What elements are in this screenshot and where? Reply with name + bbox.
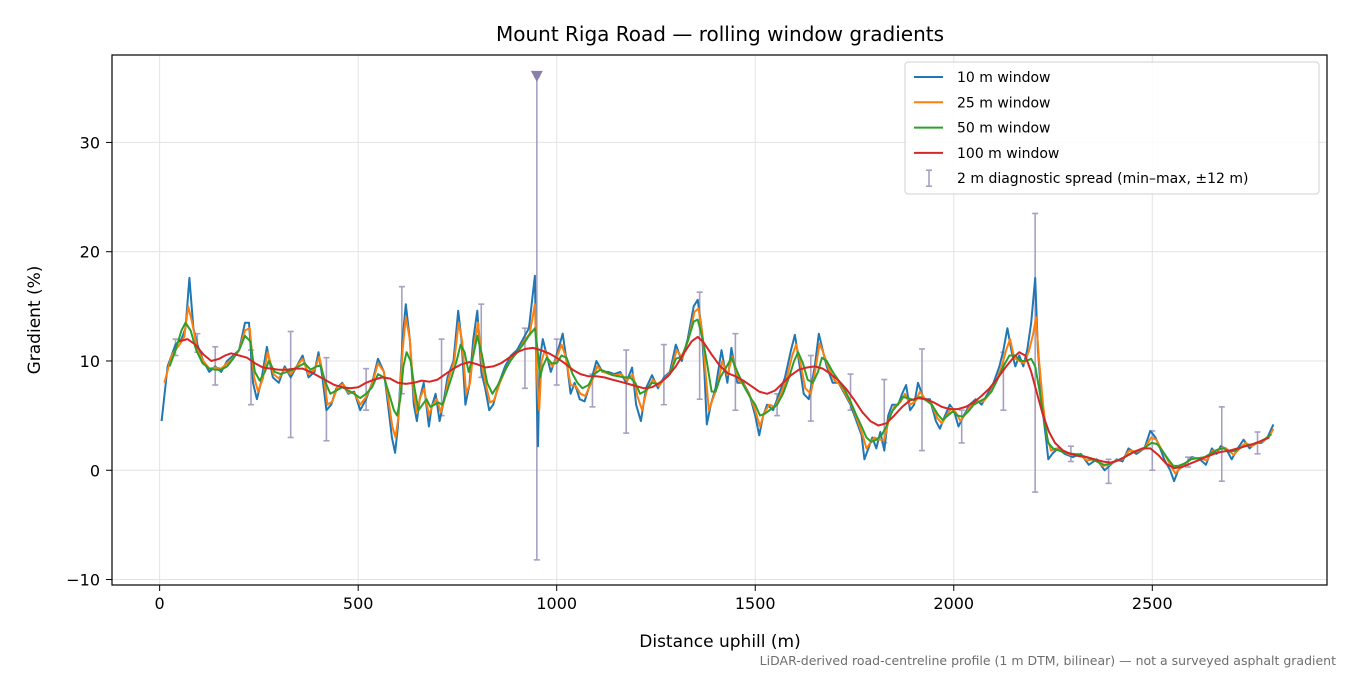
legend-label: 25 m window: [957, 95, 1050, 111]
y-tick-label: 30: [80, 133, 100, 152]
legend-item: 50 m window: [914, 121, 1050, 137]
spread-errorbar: [363, 367, 370, 411]
legend-label: 50 m window: [957, 121, 1050, 137]
series-line-100m: [179, 335, 1270, 470]
y-tick-label: 20: [80, 243, 100, 262]
x-tick-label: 1500: [735, 594, 776, 613]
x-tick-label: 0: [155, 594, 165, 613]
legend-label: 10 m window: [957, 70, 1050, 86]
spread-errorbar: [623, 349, 630, 434]
legend-item: 10 m window: [914, 70, 1050, 86]
spread-errorbar: [1032, 212, 1039, 493]
series-lines: [160, 274, 1275, 483]
legend-label: 2 m diagnostic spread (min–max, ±12 m): [957, 171, 1248, 187]
legend-item: 25 m window: [914, 95, 1050, 111]
y-axis-ticks: −10 0 10 20 30: [66, 133, 112, 590]
y-tick-label: −10: [66, 571, 100, 590]
legend-item: 100 m window: [914, 146, 1059, 162]
spread-errorbar: [287, 330, 294, 439]
legend-label: 100 m window: [957, 146, 1059, 162]
legend-box: [904, 61, 1320, 195]
footnote: LiDAR-derived road-centreline profile (1…: [760, 653, 1336, 668]
x-axis-label: Distance uphill (m): [639, 632, 800, 652]
legend: 10 m window 25 m window 50 m window 100 m w…: [904, 61, 1320, 195]
chart-title: Mount Riga Road — rolling window gradien…: [496, 22, 944, 46]
x-axis-ticks: 0 500 1000 1500 2000 2500: [155, 585, 1173, 613]
outlier-marker: [530, 70, 543, 82]
x-tick-label: 500: [343, 594, 374, 613]
x-tick-label: 2000: [933, 594, 974, 613]
series-line-25m: [163, 303, 1275, 475]
y-tick-label: 10: [80, 352, 100, 371]
spread-errorbar: [919, 348, 925, 452]
x-tick-label: 1000: [536, 594, 577, 613]
spread-errorbar: [1218, 406, 1225, 482]
y-tick-label: 0: [90, 461, 100, 480]
y-axis-label: Gradient (%): [25, 266, 45, 375]
series-line-50m: [168, 318, 1272, 467]
spread-errorbar: [660, 343, 667, 406]
plot-frame: [111, 54, 1328, 586]
x-tick-label: 2500: [1132, 594, 1173, 613]
legend-item: 2 m diagnostic spread (min–max, ±12 m): [926, 169, 1248, 187]
